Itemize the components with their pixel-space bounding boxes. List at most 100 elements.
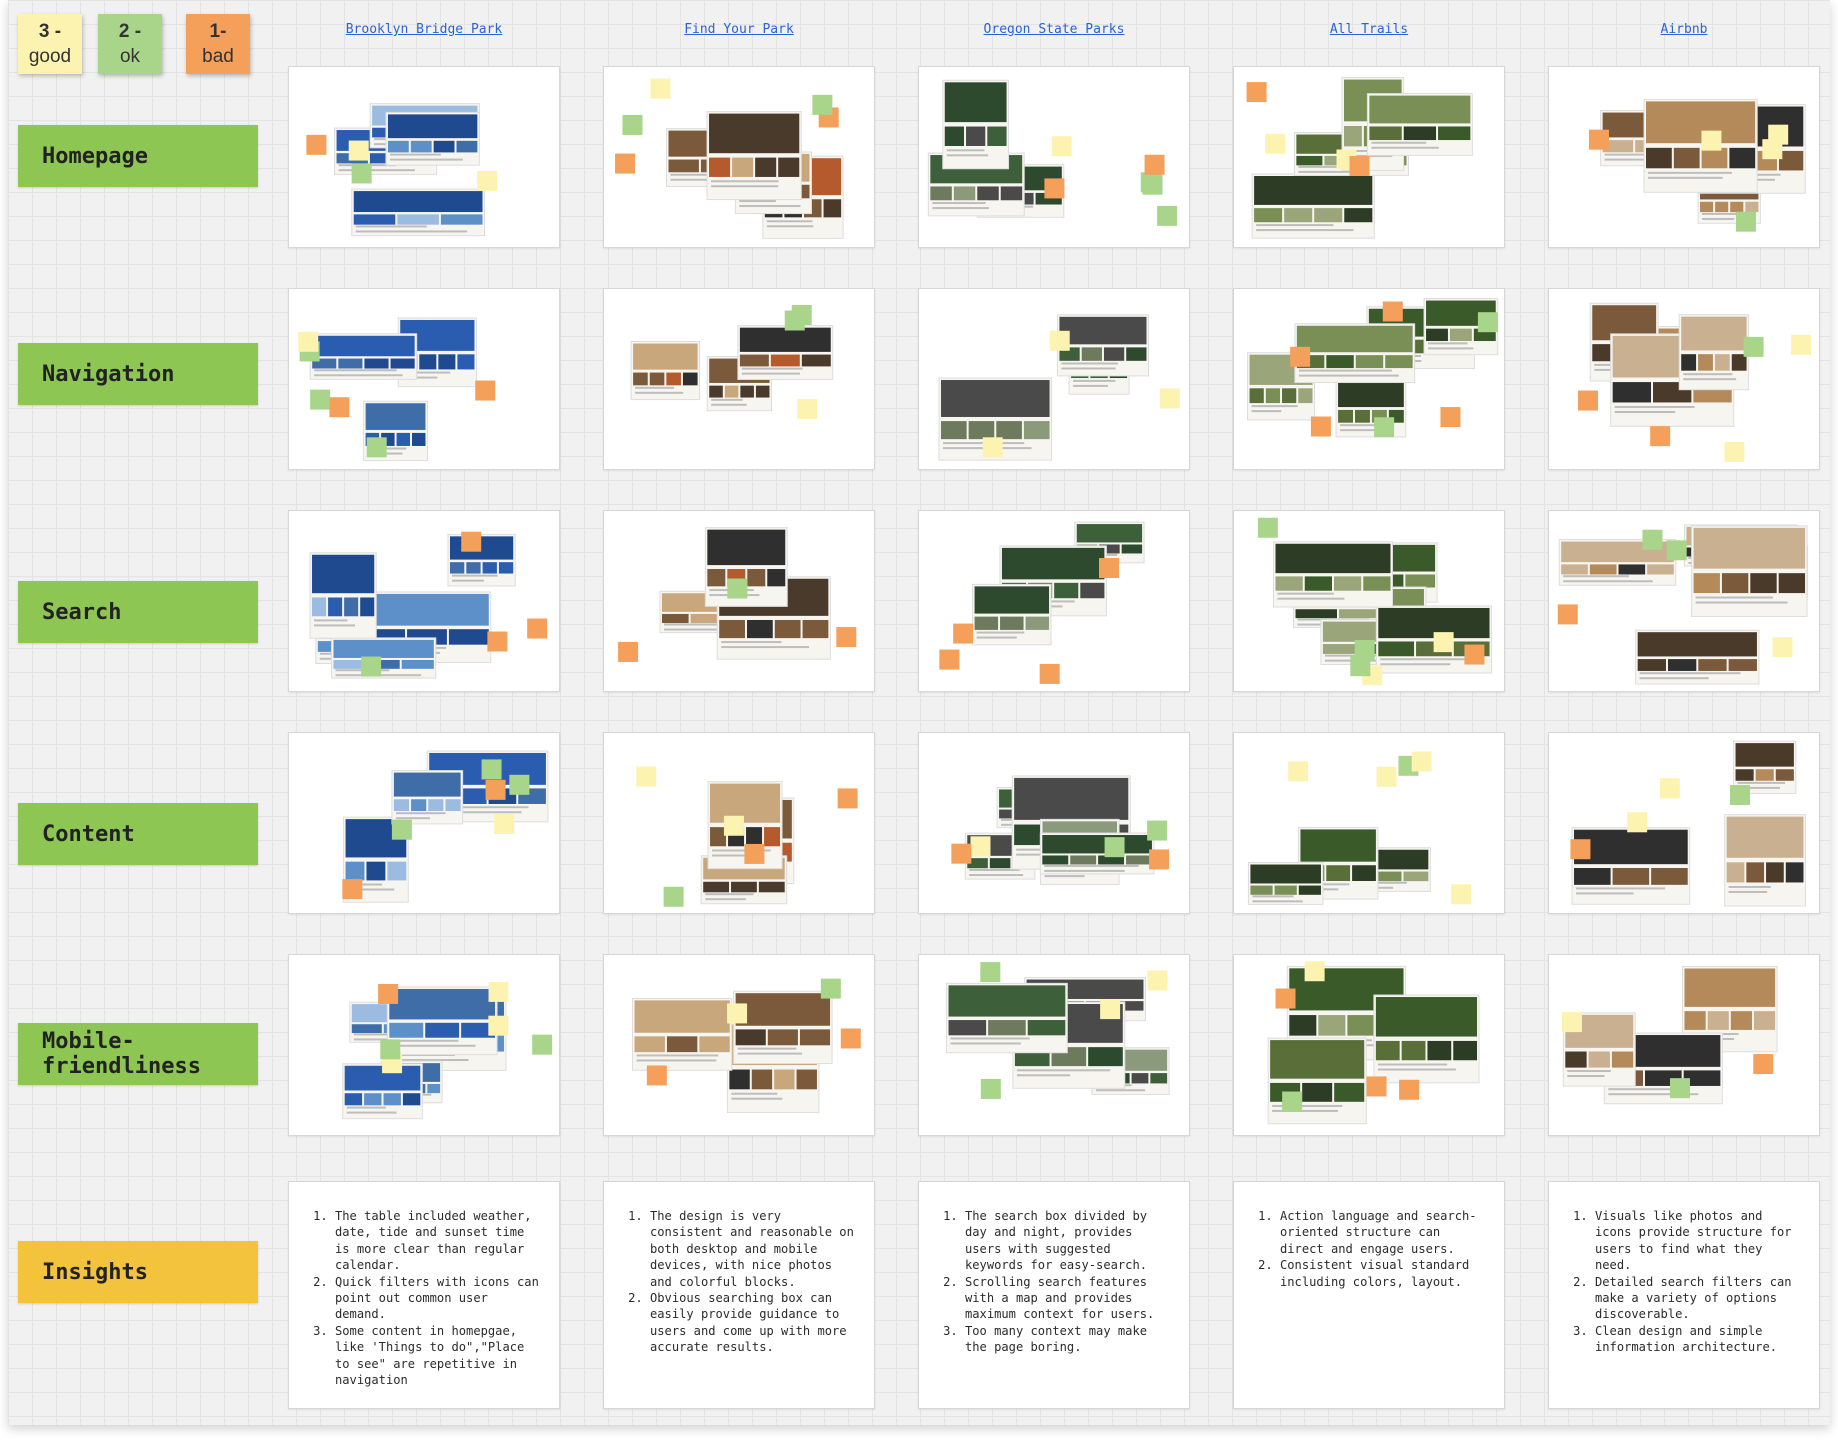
rating-sticky-note — [723, 815, 744, 836]
column-link-airbnb[interactable]: Airbnb — [1660, 22, 1708, 37]
website-screenshot-thumbnail — [1056, 314, 1149, 377]
rating-sticky-note — [487, 631, 508, 652]
rating-sticky-note — [1275, 988, 1296, 1009]
screenshot-collage — [1570, 740, 1806, 907]
rating-sticky-note — [1100, 999, 1121, 1020]
insight-item: The search box divided by day and night,… — [965, 1208, 1173, 1274]
rating-sticky-note — [1282, 1091, 1303, 1112]
rating-sticky-note — [1159, 388, 1180, 409]
rating-sticky-note — [970, 836, 991, 857]
rating-sticky-note — [1477, 312, 1498, 333]
website-screenshot-thumbnail — [385, 111, 480, 166]
screenshot-collage — [630, 305, 834, 419]
rating-sticky-note — [1304, 961, 1325, 982]
screenshot-collage — [1557, 524, 1809, 685]
screenshot-card-airbnb-homepage — [1548, 66, 1820, 248]
rating-sticky-note — [791, 305, 812, 326]
insight-list: Visuals like photos and icons provide st… — [1565, 1208, 1803, 1356]
website-screenshot-thumbnail — [1039, 832, 1155, 875]
website-screenshot-thumbnail — [1571, 827, 1691, 905]
screenshot-card-find-your-park-homepage — [603, 66, 875, 248]
website-screenshot-thumbnail — [1678, 314, 1750, 391]
screenshot-collage — [1578, 302, 1812, 462]
screenshot-collage — [1246, 77, 1473, 239]
rating-sticky-note — [342, 879, 363, 900]
screenshot-card-airbnb-navigation — [1548, 288, 1820, 470]
rating-sticky-note — [622, 114, 643, 135]
rating-sticky-note — [509, 774, 530, 795]
rating-sticky-note — [982, 437, 1003, 458]
rating-sticky-note — [837, 788, 858, 809]
legend-bad-note: 1- bad — [186, 14, 250, 74]
rating-sticky-note — [1099, 558, 1120, 579]
screenshot-collage — [636, 766, 858, 907]
screenshot-collage — [309, 531, 548, 679]
screenshot-collage — [342, 981, 553, 1120]
rating-sticky-note — [953, 623, 974, 644]
rating-sticky-note — [306, 134, 327, 155]
rating-sticky-note — [1044, 178, 1065, 199]
rating-sticky-note — [1049, 330, 1070, 351]
rating-sticky-note — [1354, 639, 1375, 660]
screenshot-card-all-trails-search — [1233, 510, 1505, 692]
insight-item: Obvious searching box can easily provide… — [650, 1290, 858, 1356]
rating-sticky-note — [488, 1015, 509, 1036]
screenshot-card-all-trails-content — [1233, 732, 1505, 914]
rating-sticky-note — [477, 170, 498, 191]
rating-sticky-note — [836, 627, 857, 648]
rating-sticky-note — [1669, 1078, 1690, 1099]
screenshot-collage — [938, 314, 1180, 461]
website-screenshot-thumbnail — [1373, 994, 1480, 1084]
legend-bad-label: bad — [202, 46, 234, 67]
rating-sticky-note — [494, 814, 515, 835]
row-label-insights: Insights — [18, 1241, 258, 1303]
column-link-find-your-park[interactable]: Find Your Park — [684, 22, 794, 37]
insight-card-airbnb: Visuals like photos and icons provide st… — [1548, 1181, 1820, 1409]
screenshot-card-brooklyn-bridge-park-mobile — [288, 954, 560, 1136]
rating-sticky-note — [1791, 334, 1812, 355]
rating-sticky-note — [329, 397, 350, 418]
rating-sticky-note — [1735, 211, 1756, 232]
screenshot-card-oregon-state-parks-navigation — [918, 288, 1190, 470]
insight-item: Clean design and simple information arch… — [1595, 1323, 1803, 1356]
screenshot-collage — [951, 775, 1170, 885]
rating-sticky-note — [727, 578, 748, 599]
screenshot-collage — [306, 103, 498, 237]
rating-sticky-note — [939, 649, 960, 670]
rating-sticky-note — [1753, 1054, 1774, 1075]
rating-sticky-note — [1451, 884, 1472, 905]
screenshot-card-oregon-state-parks-mobile — [918, 954, 1190, 1136]
rating-sticky-note — [1411, 751, 1432, 772]
rating-sticky-note — [1149, 849, 1170, 870]
column-link-oregon-state-parks[interactable]: Oregon State Parks — [983, 22, 1125, 37]
rating-sticky-note — [532, 1034, 553, 1055]
screenshot-collage — [615, 78, 844, 239]
legend-ok-number: 2 - — [118, 21, 142, 42]
website-screenshot-thumbnail — [386, 986, 498, 1056]
column-link-all-trails[interactable]: All Trails — [1329, 22, 1409, 37]
screenshot-collage — [1257, 517, 1493, 686]
insight-item: The table included weather, date, tide a… — [335, 1208, 543, 1274]
row-label-navigation: Navigation — [18, 343, 258, 405]
website-screenshot-thumbnail — [309, 333, 418, 380]
screenshot-card-all-trails-homepage — [1233, 66, 1505, 248]
rating-sticky-note — [1350, 656, 1371, 677]
rating-sticky-note — [1142, 174, 1163, 195]
rating-sticky-note — [615, 153, 636, 174]
website-screenshot-thumbnail — [632, 997, 733, 1071]
rating-sticky-note — [812, 94, 833, 115]
rating-sticky-note — [744, 843, 765, 864]
column-link-brooklyn-bridge-park[interactable]: Brooklyn Bridge Park — [345, 22, 503, 37]
rating-sticky-note — [1433, 632, 1454, 653]
rating-sticky-note — [1588, 129, 1609, 150]
legend-ok-label: ok — [119, 46, 141, 67]
rating-sticky-note — [1265, 133, 1286, 154]
rating-sticky-note — [378, 983, 399, 1004]
rating-sticky-note — [1147, 820, 1168, 841]
screenshot-card-oregon-state-parks-homepage — [918, 66, 1190, 248]
rating-sticky-note — [1570, 839, 1591, 860]
screenshot-card-all-trails-navigation — [1233, 288, 1505, 470]
rating-sticky-note — [951, 843, 972, 864]
website-screenshot-thumbnail — [1643, 98, 1758, 193]
rating-sticky-note — [298, 331, 319, 352]
